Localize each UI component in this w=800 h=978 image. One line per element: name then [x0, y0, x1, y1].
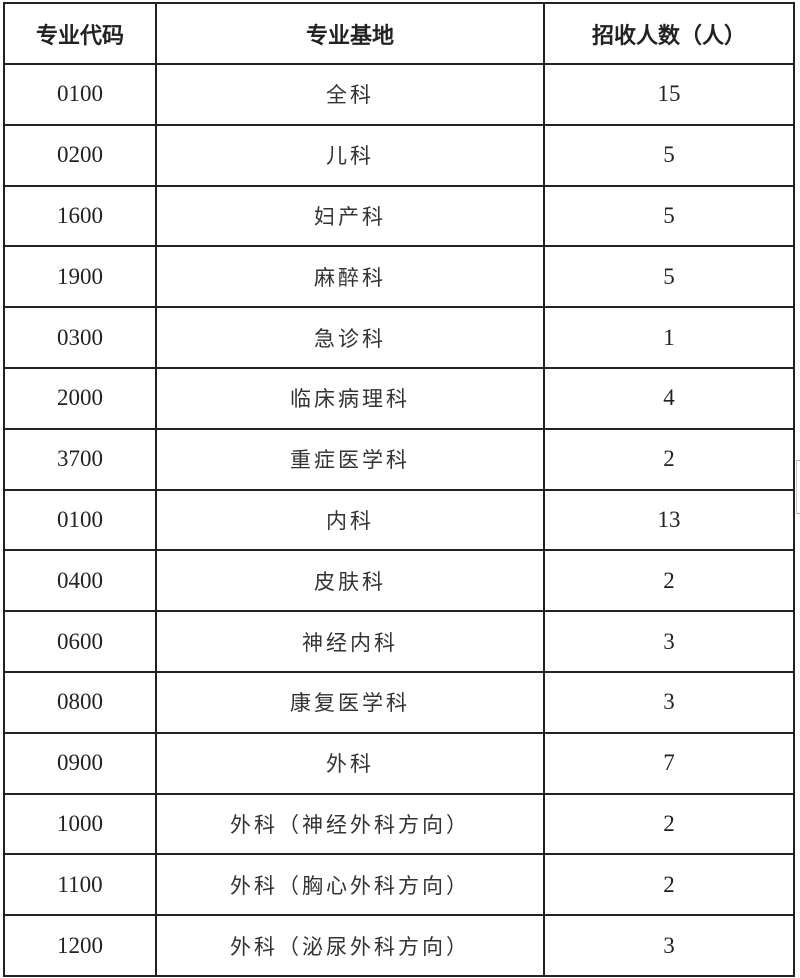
table-row: 0400 皮肤科 2: [3, 549, 795, 613]
table-row: 1100 外科（胸心外科方向） 2: [3, 853, 795, 917]
cell-code: 1200: [3, 914, 157, 977]
cell-count: 2: [543, 792, 795, 856]
cell-code: 2000: [3, 366, 157, 430]
cell-base: 临床病理科: [155, 366, 545, 430]
table-row: 1000 外科（神经外科方向） 2: [3, 792, 795, 856]
cell-base: 内科: [155, 488, 545, 552]
cell-base: 急诊科: [155, 306, 545, 369]
table-row: 1600 妇产科 5: [3, 184, 795, 248]
cell-count: 2: [543, 853, 795, 917]
table-row: 0100 内科 13: [3, 488, 795, 552]
cell-code: 0100: [3, 488, 157, 552]
cell-count: 4: [543, 366, 795, 430]
header-code: 专业代码: [3, 2, 157, 65]
cell-count: 3: [543, 914, 795, 977]
table-row: 2000 临床病理科 4: [3, 366, 795, 430]
cell-code: 1600: [3, 184, 157, 248]
header-base: 专业基地: [155, 2, 545, 65]
cell-code: 3700: [3, 427, 157, 491]
cell-code: 0200: [3, 123, 157, 187]
table-row: 1900 麻醉科 5: [3, 245, 795, 309]
cell-base: 外科: [155, 731, 545, 795]
cell-base: 妇产科: [155, 184, 545, 248]
table-row: 0100 全科 15: [3, 63, 795, 126]
cell-code: 1000: [3, 792, 157, 856]
cell-code: 0900: [3, 731, 157, 795]
cell-base: 重症医学科: [155, 427, 545, 491]
header-row: 专业代码 专业基地 招收人数（人）: [3, 2, 795, 65]
table-row: 0800 康复医学科 3: [3, 670, 795, 734]
cell-count: 3: [543, 670, 795, 734]
cell-count: 5: [543, 123, 795, 187]
table-row: 0900 外科 7: [3, 731, 795, 795]
cell-code: 1900: [3, 245, 157, 309]
cell-count: 15: [543, 63, 795, 126]
header-count: 招收人数（人）: [543, 2, 795, 65]
cell-code: 0800: [3, 670, 157, 734]
table-row: 1200 外科（泌尿外科方向） 3: [3, 914, 795, 977]
cell-code: 0600: [3, 610, 157, 673]
cell-code: 1100: [3, 853, 157, 917]
cell-code: 0100: [3, 63, 157, 126]
cell-count: 2: [543, 549, 795, 613]
cell-base: 全科: [155, 63, 545, 126]
cell-count: 5: [543, 184, 795, 248]
cell-count: 2: [543, 427, 795, 491]
table-row: 0300 急诊科 1: [3, 306, 795, 369]
cell-code: 0300: [3, 306, 157, 369]
cell-count: 13: [543, 488, 795, 552]
table-row: 0200 儿科 5: [3, 123, 795, 187]
enrollment-table: 专业代码 专业基地 招收人数（人） 0100 全科 15 0200 儿科 5 1600 妇产科…: [3, 2, 795, 977]
cell-code: 0400: [3, 549, 157, 613]
cell-count: 1: [543, 306, 795, 369]
cell-base: 外科（神经外科方向）: [155, 792, 545, 856]
cell-base: 外科（泌尿外科方向）: [155, 914, 545, 977]
cell-base: 康复医学科: [155, 670, 545, 734]
table-row: 0600 神经内科 3: [3, 610, 795, 673]
edge-artifact: [796, 460, 800, 514]
cell-base: 麻醉科: [155, 245, 545, 309]
cell-count: 3: [543, 610, 795, 673]
table-row: 3700 重症医学科 2: [3, 427, 795, 491]
cell-count: 7: [543, 731, 795, 795]
cell-base: 皮肤科: [155, 549, 545, 613]
cell-base: 儿科: [155, 123, 545, 187]
cell-count: 5: [543, 245, 795, 309]
cell-base: 外科（胸心外科方向）: [155, 853, 545, 917]
cell-base: 神经内科: [155, 610, 545, 673]
